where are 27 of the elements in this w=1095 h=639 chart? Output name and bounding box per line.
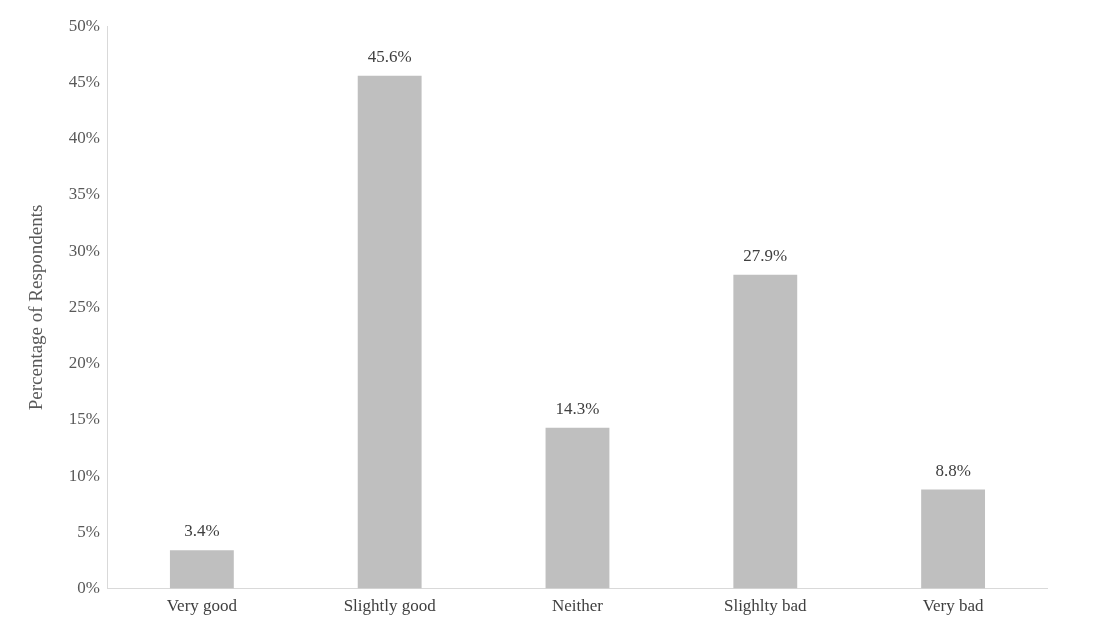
x-tick-label: Very bad xyxy=(922,596,985,616)
y-tick-label: 30% xyxy=(68,240,100,260)
bar xyxy=(921,489,986,589)
y-tick-label: 35% xyxy=(68,184,100,204)
data-label: 27.9% xyxy=(743,245,788,265)
y-tick-label: 0% xyxy=(77,578,100,598)
bar xyxy=(169,550,234,589)
y-tick-label: 25% xyxy=(68,296,100,316)
y-tick-label: 40% xyxy=(68,128,100,148)
y-tick-label: 10% xyxy=(68,465,100,485)
y-axis-title: Percentage of Respondents xyxy=(25,204,47,411)
data-label: 3.4% xyxy=(184,521,220,541)
x-tick-label: Slightly good xyxy=(343,596,437,616)
y-tick-label: 15% xyxy=(68,409,100,429)
x-tick-label: Slighlty bad xyxy=(723,596,808,616)
y-tick-label: 5% xyxy=(77,521,100,541)
y-tick-label: 20% xyxy=(68,353,100,373)
y-tick-label: 45% xyxy=(68,71,100,91)
data-label: 8.8% xyxy=(935,460,971,480)
data-label: 45.6% xyxy=(367,46,412,66)
x-tick-label: Neither xyxy=(551,596,604,616)
y-tick-label: 50% xyxy=(68,15,100,35)
bar xyxy=(733,274,798,589)
bar xyxy=(357,75,422,589)
bar xyxy=(545,427,610,589)
x-tick-label: Very good xyxy=(166,596,238,616)
data-label: 14.3% xyxy=(555,398,600,418)
